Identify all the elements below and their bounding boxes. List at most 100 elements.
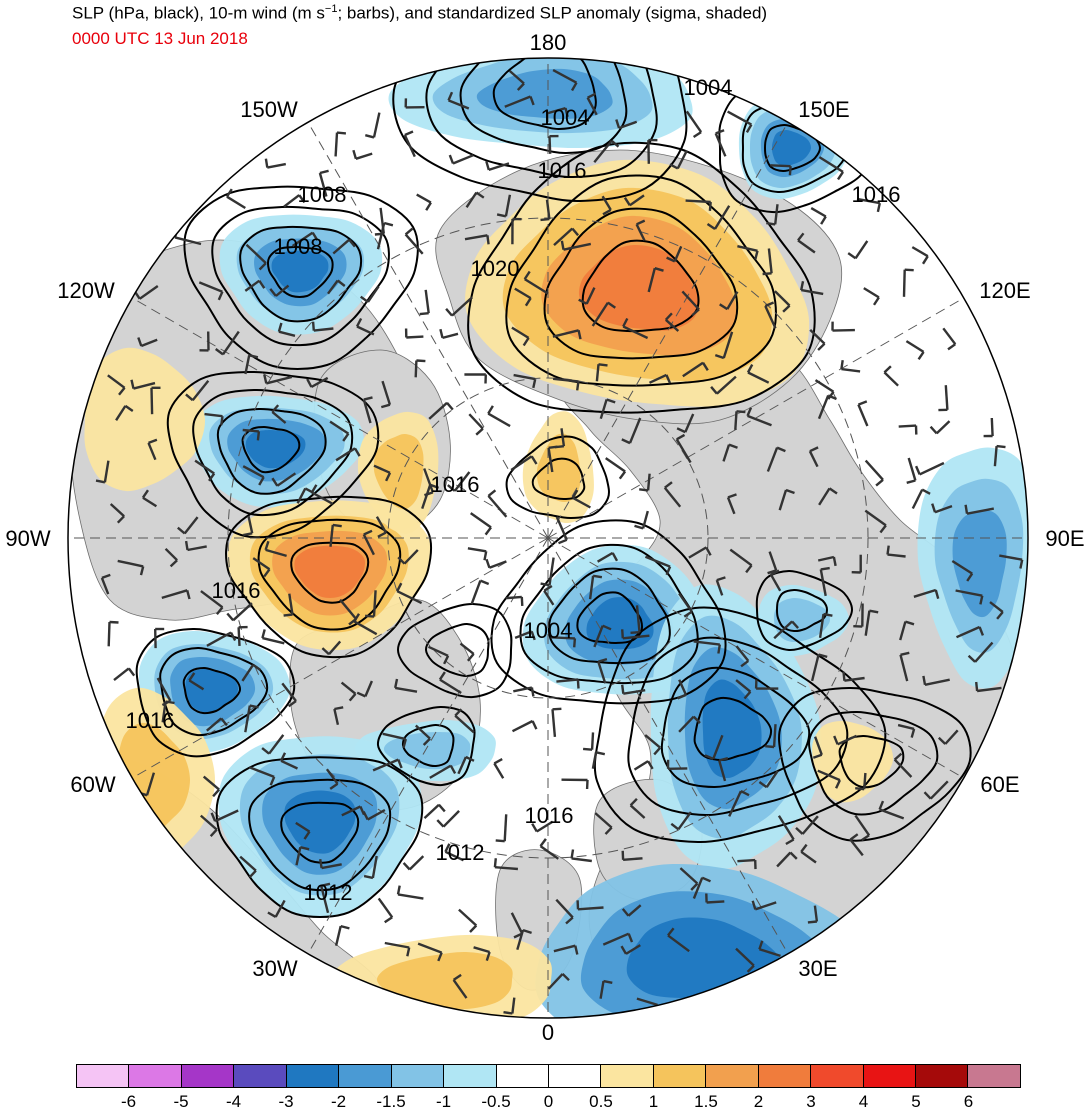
wind-barb	[242, 428, 260, 433]
colorbar-tick-label: 3	[806, 1092, 816, 1111]
wind-barb-feather	[716, 576, 726, 582]
wind-barb-feather	[872, 296, 880, 306]
isobar-label: 1004	[684, 75, 733, 100]
wind-barb	[595, 364, 600, 382]
anomaly-cell	[185, 668, 239, 713]
wind-barb-feather	[597, 657, 608, 663]
wind-barb	[768, 551, 778, 571]
wind-barb-feather	[124, 404, 134, 412]
wind-barb-feather	[365, 134, 375, 139]
wind-barb	[206, 717, 222, 732]
wind-barb	[161, 589, 188, 600]
wind-barb-feather	[842, 671, 846, 681]
anomaly-cell	[772, 129, 812, 167]
isobar	[593, 606, 887, 844]
wind-barb	[543, 590, 555, 606]
isobar-label: 1016	[212, 578, 261, 603]
colorbar-tick-label: 4	[858, 1092, 869, 1111]
wind-barb-feather	[704, 754, 714, 760]
wind-barb	[593, 625, 604, 648]
isobar-label: 1008	[298, 182, 347, 207]
meridian	[547, 537, 789, 954]
wind-barb-feather	[883, 365, 892, 374]
wind-barb	[367, 285, 380, 303]
meridian	[547, 122, 789, 539]
wind-barb	[625, 944, 641, 955]
wind-barb	[601, 195, 612, 211]
wind-barb	[504, 95, 531, 108]
wind-barb	[325, 768, 339, 785]
wind-barb	[679, 867, 699, 885]
wind-barb-feather	[789, 851, 798, 860]
wind-barb	[633, 760, 649, 771]
wind-barb	[737, 245, 758, 252]
longitude-label: 120E	[979, 278, 1030, 303]
wind-barb	[276, 472, 297, 487]
colorbar-swatch	[916, 1065, 969, 1087]
wind-barb	[513, 373, 536, 381]
isobar-label: 1008	[274, 234, 323, 259]
wind-barb-feather	[622, 317, 629, 328]
wind-barb	[678, 715, 695, 733]
polar-map: 1004 1004 1016 1008 1016 1008 1020 1016 1016 1004…	[5, 30, 1084, 1045]
wind-barb	[551, 709, 557, 738]
wind-barb-feather	[220, 416, 224, 426]
wind-barb	[935, 420, 951, 435]
wind-barb	[280, 759, 299, 770]
wind-barb-feather	[812, 753, 823, 759]
wind-barb	[320, 885, 330, 914]
wind-barb-feather	[629, 797, 638, 807]
wind-barb-feather	[353, 613, 361, 623]
wind-barb	[591, 752, 598, 769]
wind-barb-feather	[283, 613, 293, 617]
wind-barb-feather	[564, 107, 569, 118]
wind-barb	[770, 164, 791, 168]
wind-barb	[464, 234, 488, 241]
wind-barb-feather	[770, 569, 780, 576]
wind-barb	[442, 810, 460, 828]
wind-barb	[808, 450, 819, 468]
isobar	[425, 58, 658, 179]
wind-barb	[813, 736, 823, 756]
wind-barb-feather	[765, 745, 775, 749]
colorbar-swatch	[339, 1065, 392, 1087]
isobar	[376, 705, 476, 787]
wind-barb-feather	[352, 149, 358, 160]
wind-barb	[934, 504, 953, 514]
wind-barb	[777, 815, 795, 841]
wind-barb	[778, 489, 788, 511]
wind-barb-feather	[530, 455, 538, 465]
wind-barb-feather	[875, 478, 884, 487]
wind-barb	[597, 661, 607, 684]
wind-barb-feather	[214, 348, 224, 356]
wind-barb	[693, 640, 720, 646]
wind-barb	[503, 814, 508, 842]
wind-barb	[819, 569, 827, 597]
isobar	[838, 734, 905, 789]
wind-barb	[879, 808, 905, 820]
wind-barb	[381, 380, 392, 406]
wind-barb	[681, 290, 700, 311]
wind-barb	[929, 780, 949, 800]
wind-barb-feather	[532, 378, 537, 389]
colorbar-tick-label: -3	[278, 1092, 294, 1111]
wind-barb-feather	[745, 124, 753, 133]
colorbar-swatch	[653, 1065, 707, 1087]
longitude-label: 60W	[70, 772, 115, 797]
wind-barb-feather	[618, 470, 627, 480]
wind-barb-feather	[449, 765, 457, 774]
wind-barb-feather	[522, 337, 530, 347]
wind-barb-feather	[710, 386, 718, 395]
wind-barb-feather	[380, 403, 391, 409]
wind-barb	[423, 803, 440, 819]
wind-barb	[113, 667, 130, 682]
wind-barb	[428, 401, 448, 420]
wind-barb	[974, 641, 994, 663]
isobar	[547, 567, 671, 665]
colorbar-swatch	[77, 1065, 130, 1087]
wind-barb	[226, 195, 246, 210]
wind-barb-feather	[800, 281, 805, 291]
anomaly-cell	[578, 244, 700, 331]
wind-barb	[774, 204, 779, 225]
isobar	[778, 686, 972, 842]
